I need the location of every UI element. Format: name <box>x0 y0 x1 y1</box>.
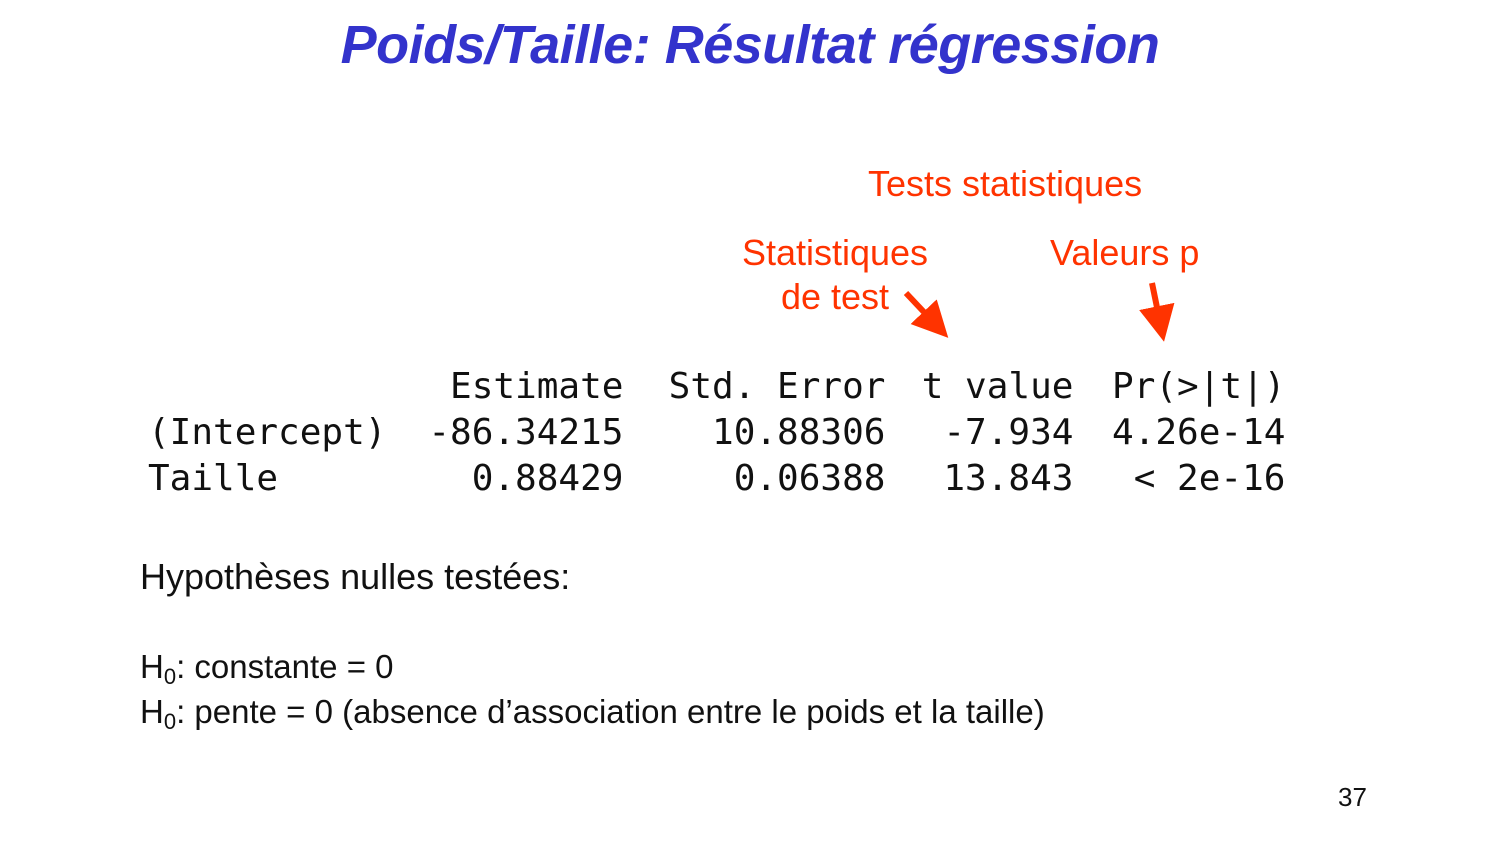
annotation-valeurs-p: Valeurs p <box>1050 232 1200 273</box>
hypothesis-text: : constante = 0 <box>176 648 394 685</box>
annotation-tests-statistiques: Tests statistiques <box>868 163 1143 204</box>
table-header-estimate: Estimate <box>450 366 624 407</box>
table-header-rowname <box>148 364 408 410</box>
page-number: 37 <box>1338 782 1367 812</box>
regression-coefficients-table: Estimate Std. Error t value Pr(>|t|) (In… <box>148 364 1285 502</box>
annotation-statistiques-de-test: Statistiques de test <box>720 231 950 319</box>
hypothesis-line-constante: H0: constante = 0 <box>140 648 394 690</box>
slide-title: Poids/Taille: Résultat régression <box>340 15 1160 75</box>
table-header-row: Estimate Std. Error t value Pr(>|t|) <box>148 364 1285 410</box>
hypothesis-h-subscript: 0 <box>163 709 177 734</box>
table-cell-t-value: 13.843 <box>943 458 1074 499</box>
annotation-stat-line2: de test <box>780 276 890 317</box>
hypothesis-text: : pente = 0 (absence d’association entre… <box>176 693 1045 730</box>
table-cell-p-value: 4.26e-14 <box>1112 412 1286 453</box>
table-header-t-value: t value <box>921 366 1074 407</box>
hypotheses-heading: Hypothèses nulles testées: <box>140 556 571 597</box>
table-cell-name: (Intercept) <box>148 412 387 453</box>
hypothesis-h-letter: H <box>140 693 164 730</box>
table-cell-p-value: < 2e-16 <box>1133 458 1286 499</box>
hypothesis-h-letter: H <box>140 648 164 685</box>
table-cell-std-error: 0.06388 <box>733 458 886 499</box>
table-cell-name: Taille <box>148 458 279 499</box>
annotation-stat-line1: Statistiques <box>741 232 929 273</box>
table-header-std-error: Std. Error <box>668 366 886 407</box>
table-row: (Intercept) -86.34215 10.88306 -7.934 4.… <box>148 410 1285 456</box>
table-header-p-value: Pr(>|t|) <box>1112 366 1286 407</box>
arrow-to-p-value <box>1139 282 1175 342</box>
hypothesis-h-subscript: 0 <box>163 664 177 689</box>
table-row: Taille 0.88429 0.06388 13.843 < 2e-16 <box>148 456 1285 502</box>
table-cell-std-error: 10.88306 <box>712 412 886 453</box>
table-cell-t-value: -7.934 <box>943 412 1074 453</box>
table-cell-estimate: 0.88429 <box>471 458 624 499</box>
hypothesis-line-pente: H0: pente = 0 (absence d’association ent… <box>140 693 1045 735</box>
table-cell-estimate: -86.34215 <box>428 412 624 453</box>
